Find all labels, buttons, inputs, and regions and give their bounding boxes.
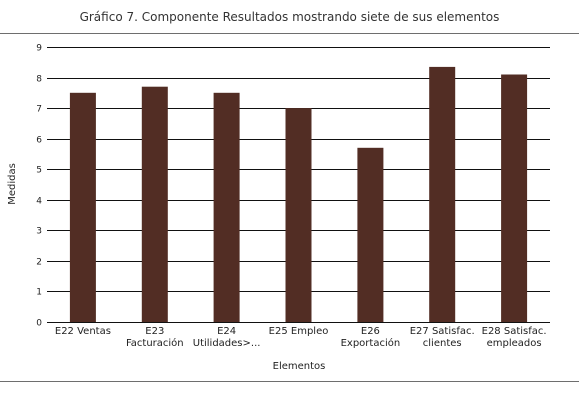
y-tick-label: 7 xyxy=(36,105,42,115)
y-tick-label: 8 xyxy=(36,75,42,85)
x-tick-label-line: clientes xyxy=(423,338,462,349)
x-tick-label-line: E26 xyxy=(361,326,380,337)
x-tick-label: E28 Satisfac. empleados xyxy=(482,326,547,349)
x-tick-label: E22 Ventas xyxy=(55,326,111,337)
x-axis-title: Elementos xyxy=(273,361,326,372)
x-tick-label-line: E23 xyxy=(145,326,164,337)
x-tick-label-line: empleados xyxy=(487,338,542,349)
y-tick-label: 9 xyxy=(36,44,42,54)
x-tick-label-line: E22 Ventas xyxy=(55,326,111,337)
x-tick-label-line: Exportación xyxy=(341,337,401,349)
y-tick-labels: 0 1 2 3 4 5 6 7 8 9 xyxy=(36,44,42,329)
bottom-divider xyxy=(0,381,579,382)
y-tick-label: 3 xyxy=(36,227,42,237)
x-tick-labels: E22 Ventas E23 Facturación E24 Utilidades>..… xyxy=(55,326,547,349)
x-tick-label: E26 Exportación xyxy=(341,326,401,349)
chart-title: Gráfico 7. Componente Resultados mostran… xyxy=(79,10,500,24)
y-tick-label: 4 xyxy=(36,197,42,207)
y-axis-title: Medidas xyxy=(7,163,18,205)
bar-1 xyxy=(141,86,168,322)
x-tick-label: E24 Utilidades>... xyxy=(193,326,261,349)
x-tick-label: E25 Empleo xyxy=(269,326,329,337)
x-tick-label-line: Facturación xyxy=(126,337,184,349)
x-tick-label-line: E25 Empleo xyxy=(269,326,329,337)
bar-3 xyxy=(285,108,312,322)
x-tick-label-line: E28 Satisfac. xyxy=(482,326,547,337)
y-tick-label: 0 xyxy=(36,319,42,329)
x-tick-label-line: Utilidades>... xyxy=(193,338,261,349)
bar-6 xyxy=(501,74,528,322)
bar-4 xyxy=(357,147,384,322)
bars xyxy=(69,66,528,323)
x-tick-label-line: E24 xyxy=(217,326,236,337)
bar-0 xyxy=(69,92,96,322)
y-tick-label: 5 xyxy=(36,166,42,176)
y-tick-label: 6 xyxy=(36,136,42,146)
top-divider xyxy=(0,33,579,34)
x-tick-label: E23 Facturación xyxy=(126,326,184,349)
bar-2 xyxy=(213,92,240,322)
bar-5 xyxy=(429,66,456,323)
x-tick-label: E27 Satisfac. clientes xyxy=(410,326,475,349)
x-tick-label-line: E27 Satisfac. xyxy=(410,326,475,337)
y-tick-label: 2 xyxy=(36,258,42,268)
y-tick-label: 1 xyxy=(36,288,42,298)
